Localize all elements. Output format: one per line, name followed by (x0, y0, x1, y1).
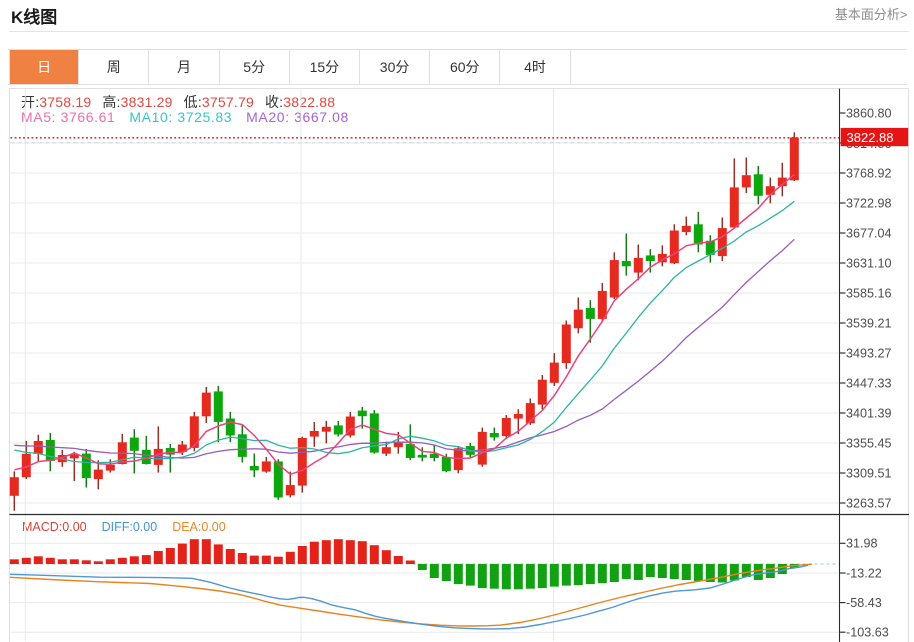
svg-text:3447.33: 3447.33 (846, 376, 892, 390)
svg-text:-13.22: -13.22 (846, 566, 882, 580)
svg-text:3401.39: 3401.39 (846, 406, 892, 420)
svg-text:-103.63: -103.63 (846, 626, 889, 640)
svg-text:3677.04: 3677.04 (846, 226, 892, 240)
svg-text:3539.21: 3539.21 (846, 316, 892, 330)
svg-text:3768.92: 3768.92 (846, 166, 892, 180)
svg-text:3860.80: 3860.80 (846, 106, 892, 120)
svg-text:-58.43: -58.43 (846, 596, 882, 610)
svg-text:3493.27: 3493.27 (846, 346, 892, 360)
svg-text:3263.57: 3263.57 (846, 496, 892, 510)
svg-text:31.98: 31.98 (846, 537, 878, 551)
svg-text:3722.98: 3722.98 (846, 196, 892, 210)
svg-text:3309.51: 3309.51 (846, 466, 892, 480)
svg-text:3822.88: 3822.88 (847, 130, 894, 145)
svg-text:3355.45: 3355.45 (846, 436, 892, 450)
svg-text:3585.16: 3585.16 (846, 286, 892, 300)
svg-text:3631.10: 3631.10 (846, 256, 892, 270)
